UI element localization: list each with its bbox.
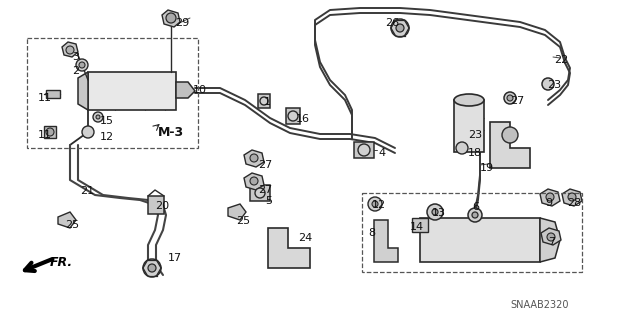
Circle shape [391, 19, 409, 37]
Circle shape [66, 46, 74, 54]
Circle shape [507, 95, 513, 101]
Polygon shape [268, 228, 310, 268]
Text: 29: 29 [175, 18, 189, 28]
Circle shape [472, 212, 478, 218]
Circle shape [502, 127, 518, 143]
Bar [148, 196, 164, 214]
Text: 7: 7 [548, 237, 555, 247]
Text: 13: 13 [432, 208, 446, 218]
Text: 5: 5 [265, 196, 272, 206]
Circle shape [547, 233, 555, 241]
Bar [88, 72, 176, 110]
Text: 12: 12 [100, 132, 114, 142]
Text: 23: 23 [547, 80, 561, 90]
Bar [412, 218, 428, 232]
Circle shape [82, 126, 94, 138]
Circle shape [93, 112, 103, 122]
Ellipse shape [454, 94, 484, 106]
Text: 6: 6 [472, 202, 479, 212]
Bar [250, 185, 270, 201]
Text: 24: 24 [298, 233, 312, 243]
Polygon shape [176, 82, 195, 98]
Polygon shape [541, 228, 561, 245]
Polygon shape [540, 218, 560, 262]
Circle shape [546, 193, 554, 201]
Bar [286, 108, 300, 124]
Polygon shape [62, 42, 78, 57]
Text: 16: 16 [296, 114, 310, 124]
Polygon shape [244, 150, 264, 167]
Polygon shape [490, 122, 530, 168]
Text: 3: 3 [72, 52, 79, 62]
Circle shape [372, 201, 378, 207]
Circle shape [368, 197, 382, 211]
Circle shape [260, 97, 268, 105]
Text: 25: 25 [65, 220, 79, 230]
Text: 21: 21 [80, 186, 94, 196]
Circle shape [456, 142, 468, 154]
Circle shape [427, 204, 443, 220]
Circle shape [468, 208, 482, 222]
Text: 14: 14 [410, 222, 424, 232]
Text: 22: 22 [554, 55, 568, 65]
Text: 8: 8 [368, 228, 375, 238]
Text: M-3: M-3 [158, 126, 184, 139]
Circle shape [46, 128, 54, 136]
Text: FR.: FR. [50, 256, 73, 269]
Circle shape [166, 13, 176, 23]
Text: 23: 23 [468, 130, 482, 140]
Circle shape [504, 92, 516, 104]
Text: 1: 1 [264, 97, 271, 107]
Text: 11: 11 [38, 93, 52, 103]
Polygon shape [58, 212, 76, 228]
Text: 26: 26 [385, 18, 399, 28]
Polygon shape [78, 72, 88, 110]
Circle shape [542, 78, 554, 90]
Circle shape [96, 115, 100, 119]
Text: 9: 9 [545, 198, 552, 208]
Circle shape [288, 111, 298, 121]
Circle shape [396, 24, 404, 32]
Circle shape [148, 264, 156, 272]
Bar [362, 193, 582, 272]
Bar [258, 94, 270, 108]
Text: 15: 15 [100, 116, 114, 126]
Text: 19: 19 [480, 163, 494, 173]
Text: 28: 28 [567, 198, 581, 208]
Text: SNAAB2320: SNAAB2320 [511, 300, 569, 310]
Circle shape [76, 59, 88, 71]
Circle shape [250, 177, 258, 185]
Bar [44, 126, 56, 138]
Bar [454, 100, 484, 152]
Text: 17: 17 [168, 253, 182, 263]
Text: 25: 25 [236, 216, 250, 226]
Circle shape [358, 144, 370, 156]
Polygon shape [228, 204, 246, 220]
Polygon shape [562, 189, 582, 206]
Text: 11: 11 [38, 130, 52, 140]
Bar [27, 38, 198, 148]
Polygon shape [540, 189, 560, 206]
Text: 10: 10 [193, 85, 207, 95]
Text: 4: 4 [378, 148, 385, 158]
Circle shape [255, 188, 265, 198]
Bar [354, 142, 374, 158]
Polygon shape [162, 10, 180, 27]
Bar [46, 90, 60, 98]
Circle shape [250, 154, 258, 162]
Text: 27: 27 [258, 160, 272, 170]
Text: 2: 2 [72, 66, 79, 76]
Circle shape [432, 209, 438, 215]
Text: 27: 27 [258, 185, 272, 195]
Circle shape [79, 62, 85, 68]
Polygon shape [374, 220, 398, 262]
Bar [420, 218, 540, 262]
Text: 27: 27 [510, 96, 524, 106]
Circle shape [143, 259, 161, 277]
Polygon shape [244, 173, 264, 190]
Circle shape [568, 193, 576, 201]
Text: 18: 18 [468, 148, 482, 158]
Text: 20: 20 [155, 201, 169, 211]
Text: 12: 12 [372, 200, 386, 210]
